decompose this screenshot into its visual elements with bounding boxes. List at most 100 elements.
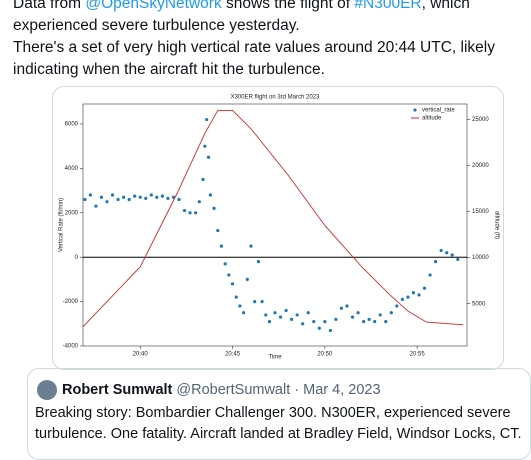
point bbox=[127, 197, 131, 202]
point bbox=[384, 319, 388, 324]
point bbox=[434, 260, 438, 264]
y-axis-label: Vertical Rate (ft/min) bbox=[59, 198, 65, 252]
chart: X300ER flight on 3rd March 2023 Time Ver… bbox=[59, 95, 500, 361]
point bbox=[334, 317, 338, 321]
y2-axis-label: altitude (ft) bbox=[493, 211, 499, 239]
point bbox=[273, 311, 277, 315]
point bbox=[378, 313, 382, 317]
y2-tick-label: 10000 bbox=[472, 255, 489, 261]
y-tick-label: -4000 bbox=[63, 344, 79, 350]
point bbox=[201, 177, 205, 182]
point bbox=[208, 193, 212, 197]
chart-image[interactable]: X300ER flight on 3rd March 2023 Time Ver… bbox=[52, 86, 504, 370]
point bbox=[328, 328, 332, 333]
point bbox=[234, 295, 238, 299]
text-line: There's a set of very high vertical rate… bbox=[13, 37, 495, 59]
point bbox=[160, 194, 164, 198]
x-tick-label: 20:40 bbox=[133, 352, 149, 358]
point bbox=[206, 155, 211, 159]
quote-text: Breaking story: Bombardier Challenger 30… bbox=[35, 403, 522, 445]
quoted-tweet[interactable]: Robert Sumwalt @RobertSumwalt · Mar 4, 2… bbox=[27, 368, 531, 460]
author-meta: @RobertSumwalt · Mar 4, 2023 bbox=[176, 382, 381, 398]
point bbox=[238, 304, 242, 308]
x-tick-label: 20:55 bbox=[410, 352, 426, 358]
point bbox=[400, 297, 404, 301]
point bbox=[110, 193, 115, 197]
text-span: indicating when the aircraft hit the tur… bbox=[13, 61, 325, 78]
point bbox=[284, 308, 288, 313]
point bbox=[445, 251, 449, 255]
point bbox=[227, 273, 231, 277]
text-line: Data from @OpenSkyNetwork shows the flig… bbox=[13, 0, 495, 15]
point bbox=[290, 317, 294, 321]
point bbox=[133, 194, 137, 198]
point bbox=[317, 326, 321, 330]
point bbox=[395, 304, 399, 308]
quote-line: Breaking story: Bombardier Challenger 30… bbox=[35, 405, 511, 421]
point bbox=[367, 317, 371, 321]
point bbox=[306, 311, 310, 315]
point bbox=[267, 319, 272, 324]
y2-tick-label: 5000 bbox=[472, 301, 486, 307]
y-tick-label: 2000 bbox=[65, 210, 79, 216]
point bbox=[177, 197, 181, 202]
y2-tick-label: 15000 bbox=[472, 209, 489, 215]
point bbox=[203, 144, 207, 148]
point bbox=[216, 228, 220, 233]
y-tick-label: 0 bbox=[75, 255, 79, 261]
point bbox=[149, 193, 153, 197]
point bbox=[406, 295, 410, 299]
point bbox=[301, 322, 305, 326]
point bbox=[194, 211, 198, 215]
point bbox=[116, 197, 120, 202]
point bbox=[230, 282, 235, 286]
y-tick-label: 4000 bbox=[65, 166, 79, 172]
point bbox=[356, 311, 360, 315]
text-span: , which bbox=[421, 0, 470, 12]
point bbox=[422, 286, 427, 290]
point bbox=[264, 313, 268, 317]
point bbox=[456, 257, 460, 262]
legend-label: altitude bbox=[422, 116, 442, 122]
quote-line: turbulence. One fatality. Aircraft lande… bbox=[35, 426, 522, 442]
point bbox=[166, 196, 170, 200]
author-name: Robert Sumwalt bbox=[62, 382, 173, 398]
quote-header: Robert Sumwalt @RobertSumwalt · Mar 4, 2… bbox=[62, 382, 381, 398]
point bbox=[249, 244, 253, 248]
point bbox=[242, 311, 246, 315]
x-axis-label: Time bbox=[268, 355, 282, 361]
point bbox=[105, 200, 109, 204]
chart-title: X300ER flight on 3rd March 2023 bbox=[231, 95, 320, 101]
point bbox=[450, 253, 454, 257]
tweet-text: Data from @OpenSkyNetwork shows the flig… bbox=[13, 0, 495, 81]
point bbox=[94, 204, 98, 208]
page: Data from @OpenSkyNetwork shows the flig… bbox=[13, 0, 531, 460]
point bbox=[197, 200, 201, 204]
point bbox=[411, 291, 416, 295]
y-tick-label: -2000 bbox=[63, 299, 79, 305]
point bbox=[205, 117, 209, 122]
x-tick-label: 20:50 bbox=[317, 352, 333, 358]
legend-swatch bbox=[413, 108, 417, 112]
y2-tick-label: 25000 bbox=[472, 117, 489, 123]
point bbox=[212, 206, 216, 210]
point bbox=[144, 196, 148, 200]
point bbox=[417, 293, 421, 297]
point bbox=[373, 319, 377, 324]
point bbox=[223, 262, 227, 266]
point bbox=[88, 193, 92, 197]
point bbox=[188, 211, 192, 215]
point bbox=[219, 244, 224, 248]
point bbox=[245, 277, 249, 281]
point bbox=[122, 195, 126, 199]
point bbox=[389, 311, 393, 315]
link[interactable]: #N300ER bbox=[354, 0, 422, 12]
y2-tick-label: 20000 bbox=[472, 163, 489, 169]
point bbox=[155, 195, 159, 199]
text-span: experienced severe turbulence yesterday. bbox=[13, 17, 300, 34]
point bbox=[83, 197, 87, 202]
text-span: Data from bbox=[13, 0, 86, 12]
link[interactable]: @OpenSkyNetwork bbox=[85, 0, 222, 12]
text-span: There's a set of very high vertical rate… bbox=[13, 39, 495, 56]
point bbox=[256, 260, 260, 264]
